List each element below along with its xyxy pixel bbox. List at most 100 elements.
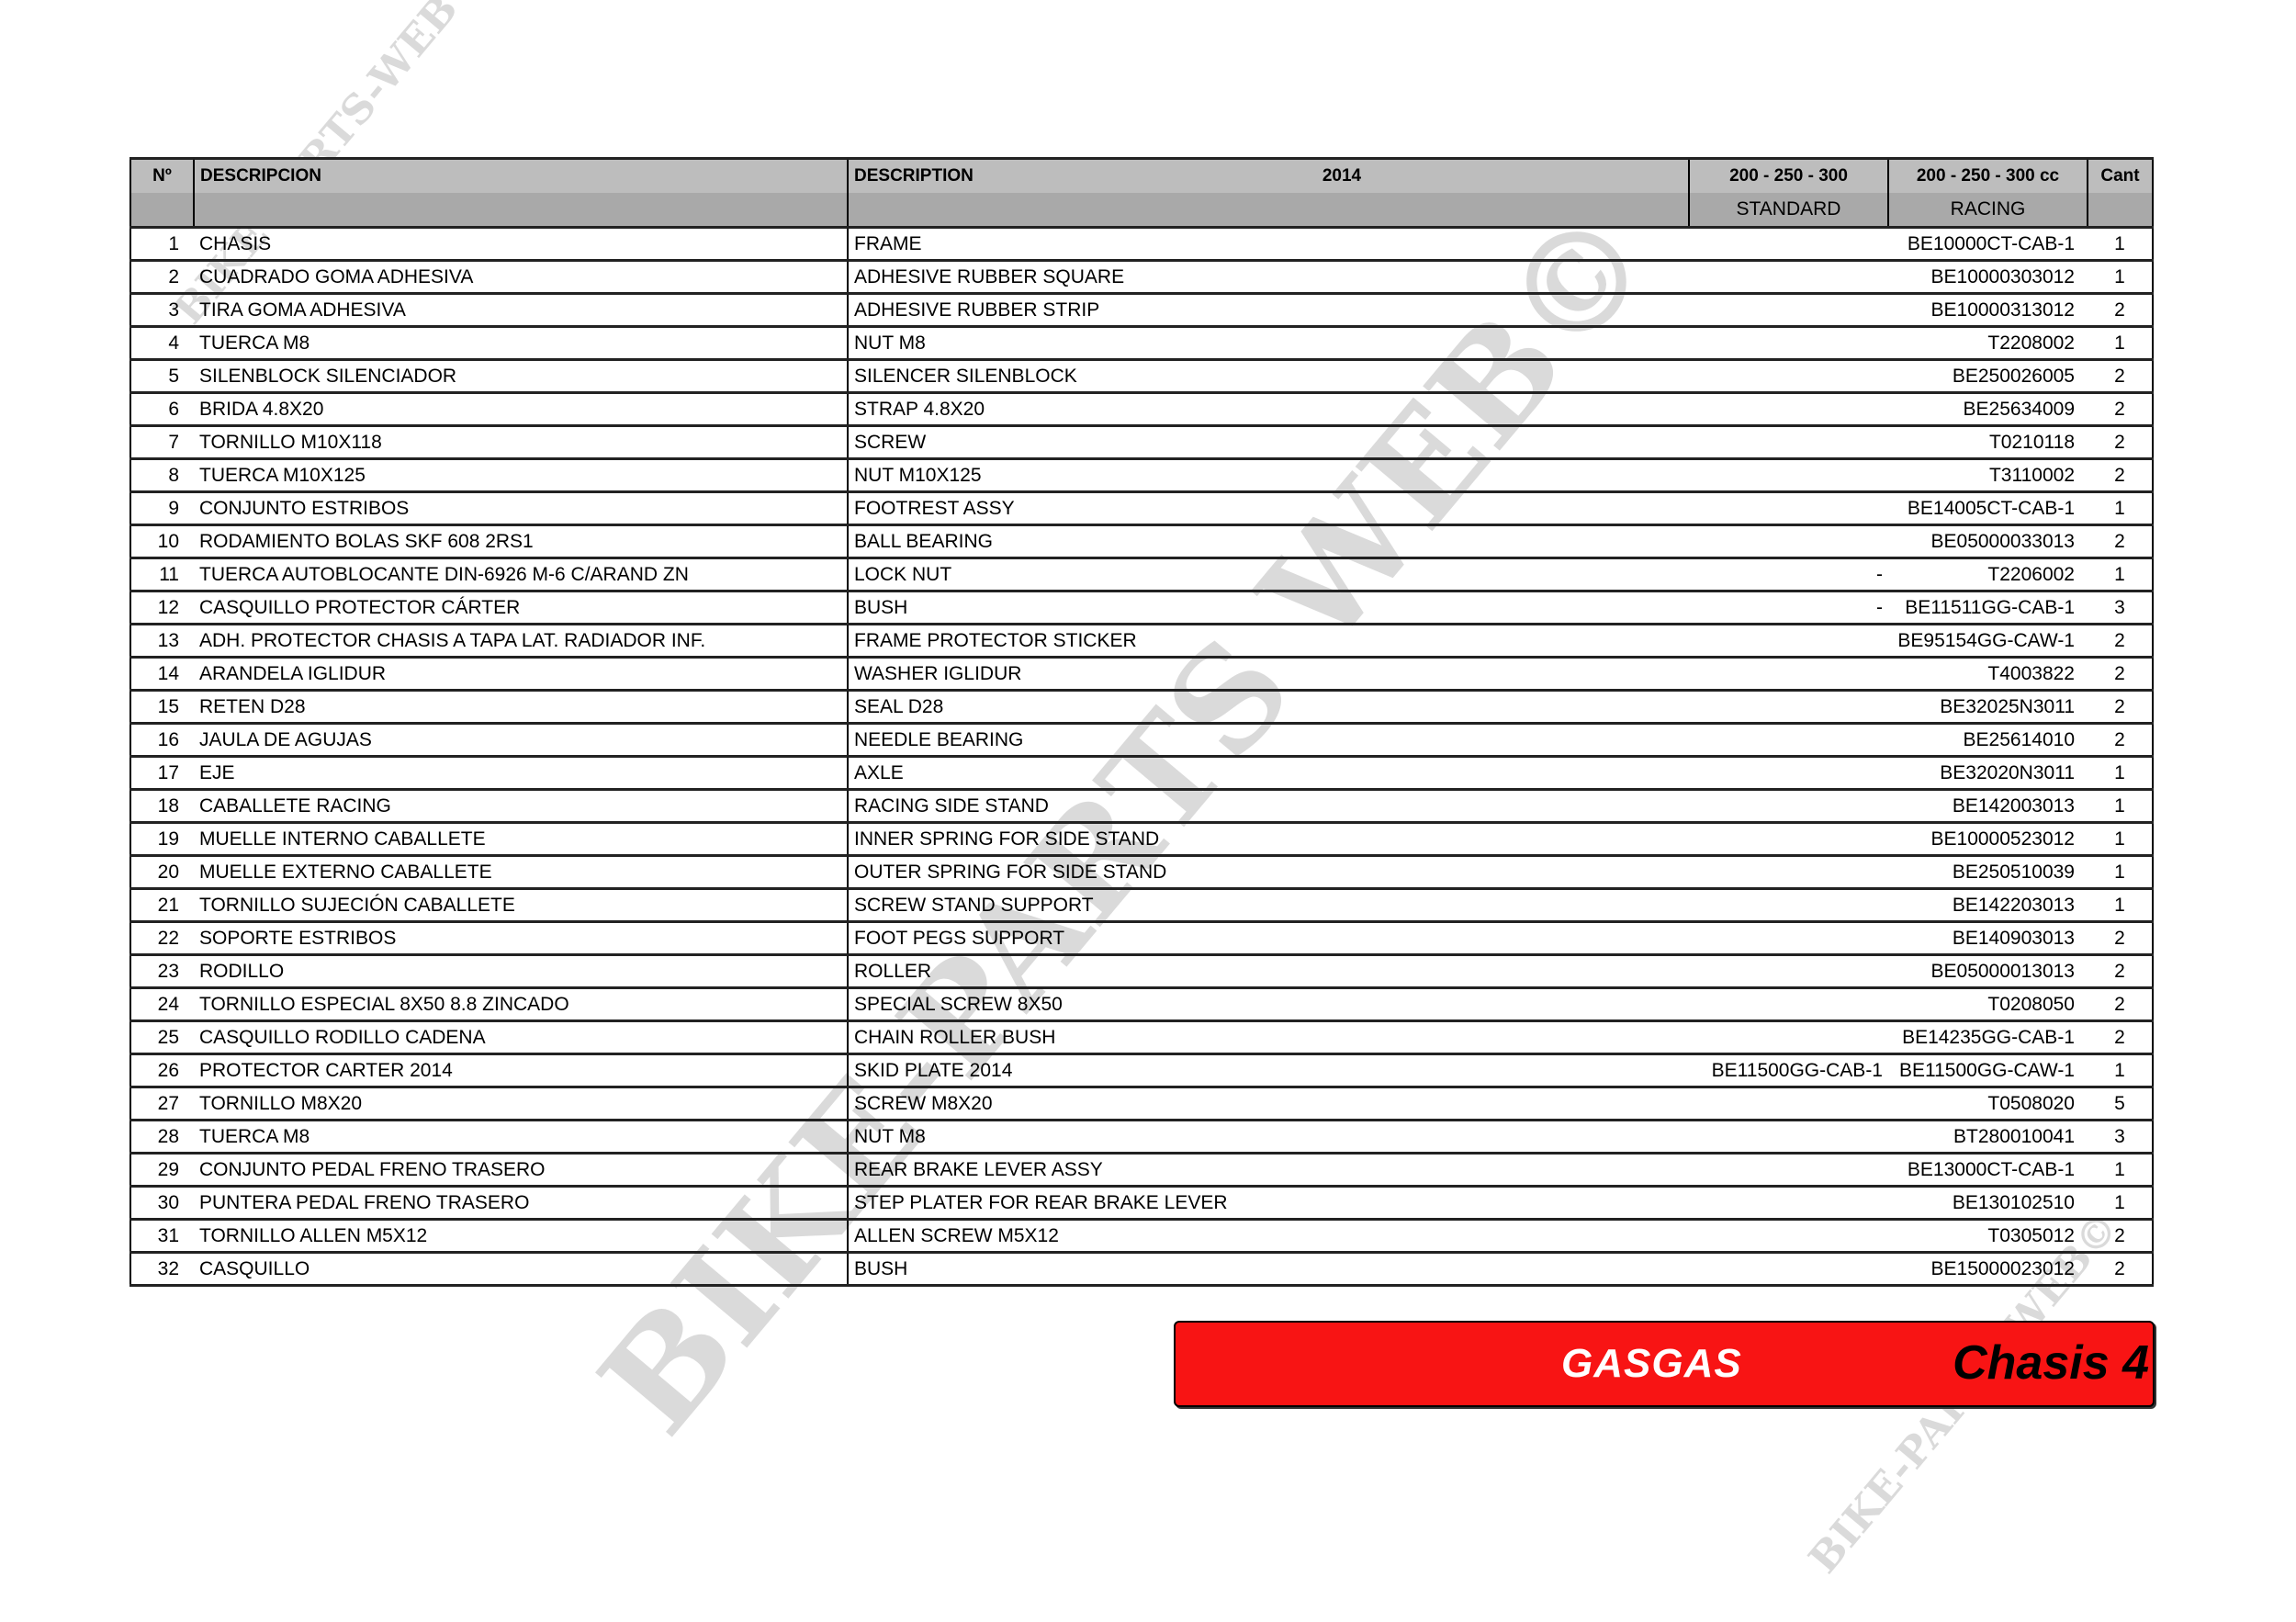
part-number: 25 xyxy=(129,1020,194,1055)
description-es: TORNILLO ALLEN M5X12 xyxy=(194,1219,849,1254)
description-en: LOCK NUT xyxy=(848,558,1689,592)
part-number: 29 xyxy=(129,1153,194,1188)
standard-code xyxy=(1689,1020,1888,1055)
description-en: STRAP 4.8X20 xyxy=(848,392,1689,427)
table-row: 8 TUERCA M10X125 NUT M10X125 T3110002 2 xyxy=(129,458,2154,493)
standard-code xyxy=(1689,855,1888,890)
quantity: 1 xyxy=(2088,1186,2154,1221)
quantity: 2 xyxy=(2088,690,2154,725)
description-en: AXLE xyxy=(848,756,1689,791)
racing-code: BE10000523012 xyxy=(1888,822,2088,857)
description-es: CASQUILLO PROTECTOR CÁRTER xyxy=(194,591,849,625)
standard-code xyxy=(1689,822,1888,857)
part-number: 3 xyxy=(129,293,194,328)
racing-code: BT280010041 xyxy=(1888,1120,2088,1155)
description-es: PROTECTOR CARTER 2014 xyxy=(194,1053,849,1088)
description-en: ADHESIVE RUBBER SQUARE xyxy=(848,260,1689,295)
table-row: 9 CONJUNTO ESTRIBOS FOOTREST ASSY BE14005CT… xyxy=(129,491,2154,526)
quantity: 2 xyxy=(2088,624,2154,659)
part-number: 24 xyxy=(129,987,194,1022)
standard-code: - xyxy=(1689,591,1888,625)
header-blank xyxy=(193,193,849,228)
quantity: 1 xyxy=(2088,822,2154,857)
standard-code xyxy=(1689,921,1888,956)
standard-code xyxy=(1689,260,1888,295)
part-number: 18 xyxy=(129,789,194,824)
racing-code: BE95154GG-CAW-1 xyxy=(1888,624,2088,659)
description-en: BUSH xyxy=(848,591,1689,625)
description-es: RODAMIENTO BOLAS SKF 608 2RS1 xyxy=(194,524,849,559)
quantity: 3 xyxy=(2088,591,2154,625)
description-en: OUTER SPRING FOR SIDE STAND xyxy=(848,855,1689,890)
table-row: 17 EJE AXLE BE32020N3011 1 xyxy=(129,756,2154,791)
racing-code: BE05000013013 xyxy=(1888,954,2088,989)
description-en: FRAME xyxy=(848,226,1689,262)
part-number: 5 xyxy=(129,359,194,394)
table-row: 13 ADH. PROTECTOR CHASIS A TAPA LAT. RADI… xyxy=(129,624,2154,659)
description-es: EJE xyxy=(194,756,849,791)
table-row: 31 TORNILLO ALLEN M5X12 ALLEN SCREW M5X12 T… xyxy=(129,1219,2154,1254)
standard-code xyxy=(1689,1219,1888,1254)
standard-code xyxy=(1689,789,1888,824)
table-row: 2 CUADRADO GOMA ADHESIVA ADHESIVE RUBBER S… xyxy=(129,260,2154,295)
standard-code xyxy=(1689,458,1888,493)
description-en: NEEDLE BEARING xyxy=(848,723,1689,758)
part-number: 28 xyxy=(129,1120,194,1155)
table-row: 3 TIRA GOMA ADHESIVA ADHESIVE RUBBER STRIP… xyxy=(129,293,2154,328)
table-row: 4 TUERCA M8 NUT M8 T2208002 1 xyxy=(129,326,2154,361)
racing-code: BE14005CT-CAB-1 xyxy=(1888,491,2088,526)
quantity: 2 xyxy=(2088,1020,2154,1055)
quantity: 2 xyxy=(2088,1219,2154,1254)
header-descripcion: DESCRIPCION xyxy=(193,157,849,193)
quantity: 2 xyxy=(2088,524,2154,559)
quantity: 1 xyxy=(2088,226,2154,262)
quantity: 1 xyxy=(2088,491,2154,526)
standard-code xyxy=(1689,359,1888,394)
header-blank xyxy=(847,193,1690,228)
racing-code: BE25614010 xyxy=(1888,723,2088,758)
quantity: 1 xyxy=(2088,1053,2154,1088)
quantity: 5 xyxy=(2088,1087,2154,1121)
header-standard-top: 200 - 250 - 300 xyxy=(1688,157,1889,193)
quantity: 2 xyxy=(2088,392,2154,427)
quantity: 2 xyxy=(2088,723,2154,758)
description-es: PUNTERA PEDAL FRENO TRASERO xyxy=(194,1186,849,1221)
part-number: 16 xyxy=(129,723,194,758)
description-es: SILENBLOCK SILENCIADOR xyxy=(194,359,849,394)
description-es: TIRA GOMA ADHESIVA xyxy=(194,293,849,328)
description-en: WASHER IGLIDUR xyxy=(848,657,1689,692)
description-es: CONJUNTO ESTRIBOS xyxy=(194,491,849,526)
standard-code xyxy=(1689,1153,1888,1188)
header-blank xyxy=(129,193,195,228)
header-no: Nº xyxy=(129,157,195,193)
table-row: 24 TORNILLO ESPECIAL 8X50 8.8 ZINCADO SPEC… xyxy=(129,987,2154,1022)
description-es: TUERCA M8 xyxy=(194,1120,849,1155)
standard-code xyxy=(1689,723,1888,758)
racing-code: BE142203013 xyxy=(1888,888,2088,923)
part-number: 31 xyxy=(129,1219,194,1254)
racing-code: BE10000313012 xyxy=(1888,293,2088,328)
description-en: ADHESIVE RUBBER STRIP xyxy=(848,293,1689,328)
part-number: 21 xyxy=(129,888,194,923)
racing-code: BE11500GG-CAW-1 xyxy=(1888,1053,2088,1088)
quantity: 2 xyxy=(2088,1252,2154,1287)
header-year: 2014 xyxy=(1322,166,1362,186)
description-en: REAR BRAKE LEVER ASSY xyxy=(848,1153,1689,1188)
part-number: 2 xyxy=(129,260,194,295)
part-number: 26 xyxy=(129,1053,194,1088)
table-row: 18 CABALLETE RACING RACING SIDE STAND BE142… xyxy=(129,789,2154,824)
standard-code xyxy=(1689,293,1888,328)
standard-code xyxy=(1689,690,1888,725)
quantity: 1 xyxy=(2088,1153,2154,1188)
racing-code: T3110002 xyxy=(1888,458,2088,493)
description-es: CABALLETE RACING xyxy=(194,789,849,824)
part-number: 27 xyxy=(129,1087,194,1121)
racing-code: BE10000CT-CAB-1 xyxy=(1888,226,2088,262)
racing-code: BE32025N3011 xyxy=(1888,690,2088,725)
description-en: SEAL D28 xyxy=(848,690,1689,725)
header-description: DESCRIPTION 2014 xyxy=(847,157,1690,193)
table-row: 23 RODILLO ROLLER BE05000013013 2 xyxy=(129,954,2154,989)
description-es: CUADRADO GOMA ADHESIVA xyxy=(194,260,849,295)
part-number: 15 xyxy=(129,690,194,725)
description-es: TUERCA M8 xyxy=(194,326,849,361)
